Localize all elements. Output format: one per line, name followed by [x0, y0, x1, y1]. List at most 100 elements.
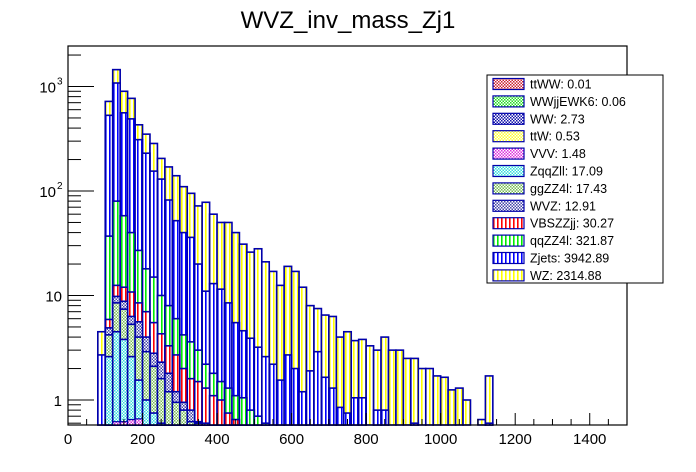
legend-box: [486, 74, 664, 284]
bar-zqqzll-120: [111, 330, 121, 426]
bar-ggzz4l-280: [171, 401, 181, 426]
bar-zjets-580: [283, 354, 293, 426]
legend-label: qqZZ4l: 321.87: [530, 234, 614, 248]
legend-entry-zjets: Zjets: 3942.89: [492, 251, 609, 266]
x-tick-label: 1400: [573, 431, 606, 448]
legend-entry-wz: WZ: 2314.88: [492, 269, 602, 283]
legend-swatch: [492, 164, 525, 178]
bar-wz-1060: [462, 399, 472, 426]
bar-wz-920: [410, 357, 420, 426]
bar-wz-1000: [439, 376, 449, 426]
legend-entry-qqzz4l: qqZZ4l: 321.87: [492, 234, 614, 248]
legend-label: WVZ: 12.91: [530, 199, 596, 213]
bar-qqzz4l-480: [246, 409, 256, 426]
y-tick-label: 10: [45, 289, 62, 306]
bar-vbszzjj-420: [223, 412, 233, 426]
y-tick-label: 10: [39, 184, 56, 201]
bar-zjets-540: [268, 363, 278, 426]
bar-wz-1120: [484, 375, 494, 426]
legend-swatch: [492, 234, 525, 247]
x-tick-label: 1000: [424, 431, 457, 448]
bar-ggzz4l-300: [179, 409, 189, 426]
bar-zjets-700: [328, 387, 338, 426]
legend-swatch: [492, 95, 525, 108]
bar-zjets-520: [260, 355, 271, 426]
legend-swatch: [492, 269, 525, 282]
x-tick-label: 0: [64, 431, 72, 448]
bar-zjets-760: [350, 396, 360, 426]
legend-label: VVV: 1.48: [530, 147, 586, 161]
legend-entry-ttw: ttW: 0.53: [492, 130, 580, 144]
bar-zqqzll-100: [104, 355, 114, 426]
legend-entry-zqqzll: ZqqZll: 17.09: [492, 164, 603, 179]
bar-zqqzll-160: [126, 355, 136, 426]
legend-label: ZqqZll: 17.09: [530, 165, 603, 179]
bar-zqqzll-220: [149, 412, 159, 426]
bar-vbszzjj-400: [216, 399, 226, 426]
bar-zjets-820: [372, 409, 382, 426]
x-tick-label: 400: [205, 431, 230, 448]
bar-vvv-180: [134, 418, 144, 426]
legend-swatch: [492, 112, 525, 125]
legend-label: VBSZZjj: 30.27: [530, 217, 614, 231]
bar-vbszzjj-340: [193, 380, 203, 426]
legend-swatch: [492, 251, 525, 265]
bar-wz-1020: [447, 389, 457, 426]
legend-swatch: [492, 182, 525, 195]
bar-vvv-160: [127, 418, 136, 426]
x-tick-label: 800: [354, 431, 379, 448]
legend-entry-ggzz4l: ggZZ4l: 17.43: [492, 182, 607, 196]
y-tick-label: 1: [54, 393, 62, 410]
bar-wz-960: [424, 367, 435, 426]
x-tick-label: 200: [130, 431, 155, 448]
bar-wz-800: [365, 345, 375, 426]
bar-zjets-80: [97, 354, 107, 426]
bar-wz-900: [402, 357, 412, 426]
bar-zqqzll-140: [119, 338, 129, 426]
legend-label: ttWW: 0.01: [530, 78, 592, 92]
legend-swatch: [492, 77, 525, 91]
y-tick-exponent: 2: [57, 181, 63, 192]
bar-wz-940: [417, 367, 427, 426]
legend-entry-wwjjewk6: WWjjEWK6: 0.06: [492, 95, 626, 109]
legend: ttWW: 0.01 WWjjEWK6: 0.06 WW: 2.73 ttW: 0.5…: [486, 74, 664, 284]
legend-entry-vvv: VVV: 1.48: [492, 147, 586, 161]
bar-zjets-620: [298, 390, 308, 426]
bar-qqzz4l-500: [253, 415, 263, 426]
legend-entry-vbszzjj: VBSZZjj: 30.27: [492, 217, 614, 231]
bar-vbszzjj-360: [201, 387, 211, 426]
bar-wz-860: [387, 349, 397, 426]
bar-zjets-660: [313, 350, 323, 426]
legend-label: ggZZ4l: 17.43: [530, 182, 607, 196]
bar-wz-980: [432, 375, 442, 426]
bar-vbszzjj-380: [208, 394, 218, 426]
bar-wz-1100: [477, 418, 487, 426]
legend-label: Zjets: 3942.89: [530, 252, 609, 266]
bar-zjets-500: [253, 346, 263, 426]
y-tick-exponent: 3: [57, 77, 63, 88]
bar-zjets-560: [275, 379, 285, 426]
legend-label: WW: 2.73: [530, 112, 585, 126]
legend-swatch: [492, 130, 525, 143]
y-tick-label: 10: [39, 80, 56, 97]
bar-qqzz4l-460: [238, 396, 248, 426]
bar-ggzz4l-260: [164, 390, 174, 426]
legend-swatch: [492, 217, 525, 230]
legend-entry-ww: WW: 2.73: [492, 112, 585, 126]
bar-zjets-720: [335, 406, 345, 426]
bar-zjets-600: [290, 367, 300, 426]
bar-wz-880: [395, 349, 405, 426]
legend-swatch: [492, 147, 525, 160]
legend-swatch: [492, 199, 525, 212]
chart-title: WVZ_inv_mass_Zj1: [241, 7, 456, 34]
bar-zjets-780: [357, 396, 367, 426]
legend-entry-ttww: ttWW: 0.01: [492, 77, 592, 92]
bar-zjets-640: [305, 370, 315, 426]
legend-entry-wvz: WVZ: 12.91: [492, 199, 596, 213]
x-tick-label: 600: [279, 431, 304, 448]
bar-wz-740: [342, 330, 353, 426]
plot-area: [97, 68, 494, 426]
legend-label: WZ: 2314.88: [530, 269, 602, 283]
